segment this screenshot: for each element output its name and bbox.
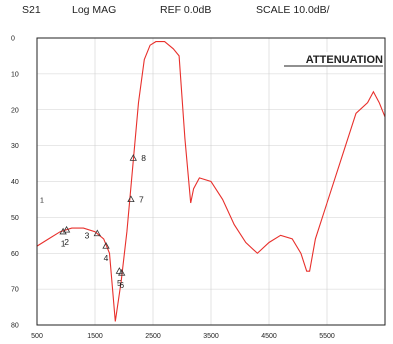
- title-background: [282, 52, 382, 66]
- plot-frame: [36, 37, 386, 326]
- y-tick-label: 30: [11, 143, 19, 150]
- marker-3-label: 3: [85, 231, 90, 241]
- marker-6-label: 6: [119, 280, 124, 290]
- x-tick-label: 4500: [261, 333, 277, 340]
- axis-ticks: 0 10 20 30 40 50 60 70 80 500 1500 2500 3500 4500 5500: [11, 36, 335, 341]
- marker-5-label: 5: [117, 278, 122, 288]
- param-label: S21: [22, 4, 41, 16]
- marker-3-triangle: [93, 229, 101, 237]
- marker-2-label: 2: [64, 237, 69, 247]
- marker-7-triangle: [127, 195, 135, 203]
- scale-label: SCALE 10.0dB/: [256, 4, 330, 16]
- marker-4-triangle: [102, 242, 110, 249]
- x-tick-label: 1500: [87, 333, 103, 340]
- marker-1-triangle: [59, 227, 67, 235]
- marker-1-label: 1: [61, 239, 66, 249]
- x-tick-label: 2500: [145, 333, 161, 340]
- y-tick-label: 20: [11, 107, 19, 114]
- x-tick-label: 500: [31, 333, 43, 340]
- y-tick-label: 40: [11, 179, 19, 186]
- side-label: 1: [40, 197, 44, 204]
- marker-2-triangle: [62, 225, 71, 233]
- marker-8-label: 8: [141, 153, 146, 163]
- y-tick-label: 60: [11, 251, 19, 258]
- marker-8-triangle: [129, 154, 137, 161]
- y-tick-label: 10: [11, 71, 19, 78]
- y-tick-label: 70: [11, 287, 19, 294]
- y-tick-label: 50: [11, 215, 19, 222]
- y-tick-label: 80: [11, 323, 19, 330]
- chart-title: ATTENUATION: [306, 54, 383, 66]
- marker-4-label: 4: [104, 253, 109, 263]
- s21-trace: [36, 41, 386, 322]
- x-tick-label: 3500: [203, 333, 219, 340]
- x-tick-label: 5500: [319, 333, 335, 340]
- y-tick-label: 0: [11, 36, 15, 43]
- format-label: Log MAG: [72, 4, 117, 16]
- marker-6-triangle: [118, 268, 126, 276]
- ref-label: REF 0.0dB: [160, 4, 212, 16]
- marker-7-label: 7: [139, 194, 144, 204]
